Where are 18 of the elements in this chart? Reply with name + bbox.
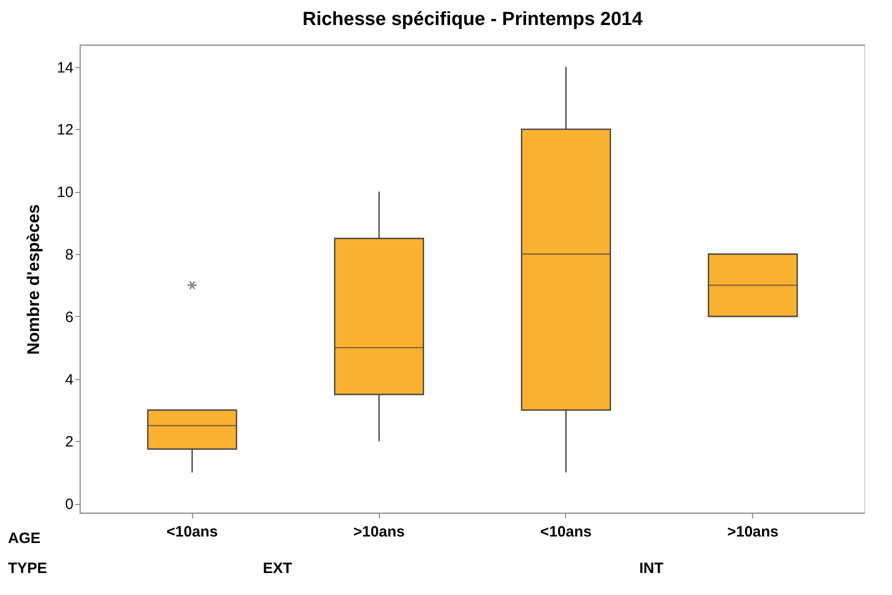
text: EXT (262, 560, 292, 577)
y-tick-label: 0 (65, 496, 74, 514)
y-tick-label: 4 (65, 371, 74, 388)
y-tick-label: 6 (65, 308, 74, 326)
y-tick-label: 12 (56, 122, 74, 139)
text: INT (639, 560, 664, 577)
x-tick-label: <10ans (166, 524, 218, 540)
text: TYPE (8, 560, 48, 577)
y-axis-title: Nombre d'espèces (24, 204, 43, 355)
x-tick-label: <10ans (540, 524, 592, 540)
y-tick-label: 8 (65, 246, 74, 264)
x-tick-label: >10ans (727, 524, 779, 540)
y-tick-label: 14 (56, 59, 74, 76)
text: AGE (8, 530, 41, 547)
x-tick-label: >10ans (353, 524, 405, 540)
y-tick-label: 2 (65, 434, 74, 451)
chart-title: Richesse spécifique - Printemps 2014 (302, 9, 643, 30)
y-tick-label: 10 (56, 184, 74, 202)
